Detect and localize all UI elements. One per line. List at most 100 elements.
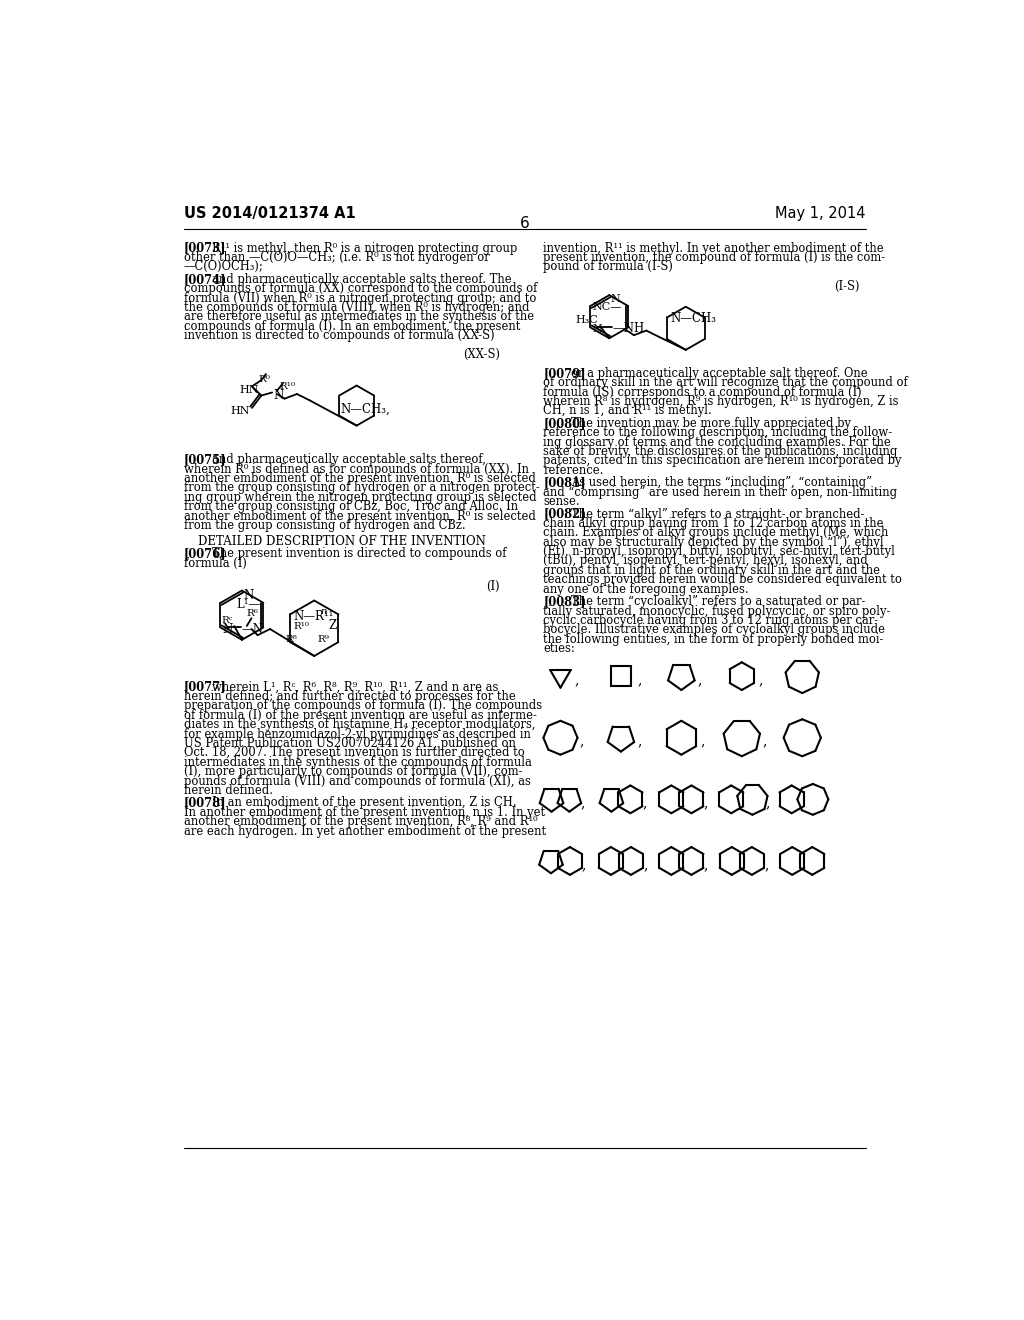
Text: wherein L¹, Rᶜ, R⁶, R⁸, R⁹, R¹⁰, R¹¹, Z and n are as: wherein L¹, Rᶜ, R⁶, R⁸, R⁹, R¹⁰, R¹¹, Z … <box>212 681 498 693</box>
Text: ,: , <box>574 673 579 686</box>
Text: [0078]: [0078] <box>183 796 226 809</box>
Text: (I): (I) <box>486 579 500 593</box>
Text: [0083]: [0083] <box>544 595 586 609</box>
Text: HN: HN <box>240 385 259 395</box>
Text: ,: , <box>763 735 767 748</box>
Text: Z: Z <box>329 619 337 632</box>
Text: ,: , <box>637 673 642 686</box>
Text: reference to the following description, including the follow-: reference to the following description, … <box>544 426 893 440</box>
Text: NC—: NC— <box>593 302 622 312</box>
Text: reference.: reference. <box>544 463 604 477</box>
Text: ,: , <box>697 673 702 686</box>
Text: sake of brevity, the disclosures of the publications, including: sake of brevity, the disclosures of the … <box>544 445 898 458</box>
Text: pound of formula (I-S): pound of formula (I-S) <box>544 260 673 273</box>
Text: of formula (I) of the present invention are useful as interme-: of formula (I) of the present invention … <box>183 709 537 722</box>
Text: formula (IS) corresponds to a compound of formula (I): formula (IS) corresponds to a compound o… <box>544 385 862 399</box>
Text: (Et), n-propyl, isopropyl, butyl, isobutyl, sec-butyl, tert-butyl: (Et), n-propyl, isopropyl, butyl, isobut… <box>544 545 895 558</box>
Text: In another embodiment of the present invention, n is 1. In yet: In another embodiment of the present inv… <box>183 805 545 818</box>
Text: and “comprising” are used herein in their open, non-limiting: and “comprising” are used herein in thei… <box>544 486 897 499</box>
Text: L¹—: L¹— <box>237 598 260 611</box>
Text: US Patent Publication US20070244126 A1, published on: US Patent Publication US20070244126 A1, … <box>183 737 516 750</box>
Text: intermediates in the synthesis of the compounds of formula: intermediates in the synthesis of the co… <box>183 756 531 768</box>
Text: another embodiment of the present invention, R⁰ is selected: another embodiment of the present invent… <box>183 510 536 523</box>
Text: from the group consisting of hydrogen or a nitrogen protect-: from the group consisting of hydrogen or… <box>183 482 540 495</box>
Text: chain. Examples of alkyl groups include methyl (Me, which: chain. Examples of alkyl groups include … <box>544 527 889 540</box>
Text: are therefore useful as intermediates in the synthesis of the: are therefore useful as intermediates in… <box>183 310 534 323</box>
Text: [0082]: [0082] <box>544 507 586 520</box>
Text: ,: , <box>766 796 770 810</box>
Text: present invention, the compound of formula (I) is the com-: present invention, the compound of formu… <box>544 251 886 264</box>
Text: —C(O)OCH₃);: —C(O)OCH₃); <box>183 260 263 273</box>
Text: compounds of formula (I). In an embodiment, the present: compounds of formula (I). In an embodime… <box>183 319 520 333</box>
Text: R¹¹ is methyl, then R⁰ is a nitrogen protecting group: R¹¹ is methyl, then R⁰ is a nitrogen pro… <box>212 242 517 255</box>
Text: (I-S): (I-S) <box>835 280 859 293</box>
Text: for example benzoimidazol-2-yl pyrimidines as described in: for example benzoimidazol-2-yl pyrimidin… <box>183 727 530 741</box>
Text: bocycle. Illustrative examples of cycloalkyl groups include: bocycle. Illustrative examples of cycloa… <box>544 623 886 636</box>
Text: ,: , <box>703 858 708 871</box>
Text: ,: , <box>582 858 586 871</box>
Text: any one of the foregoing examples.: any one of the foregoing examples. <box>544 582 749 595</box>
Text: and pharmaceutically acceptable salts thereof. The: and pharmaceutically acceptable salts th… <box>212 273 511 286</box>
Text: H₃C: H₃C <box>575 315 598 325</box>
Text: Rᶜ: Rᶜ <box>221 616 232 626</box>
Text: n: n <box>321 607 327 615</box>
Text: teachings provided herein would be considered equivalent to: teachings provided herein would be consi… <box>544 573 902 586</box>
Text: preparation of the compounds of formula (I). The compounds: preparation of the compounds of formula … <box>183 700 542 713</box>
Text: N: N <box>592 323 602 334</box>
Text: (tBu), pentyl, isopentyl, tert-pentyl, hexyl, isohexyl, and: (tBu), pentyl, isopentyl, tert-pentyl, h… <box>544 554 868 568</box>
Text: R⁰: R⁰ <box>258 375 270 384</box>
Text: N: N <box>273 388 284 401</box>
Text: ,: , <box>581 796 585 810</box>
Text: from the group consisting of hydrogen and CBz.: from the group consisting of hydrogen an… <box>183 519 466 532</box>
Text: another embodiment of the present invention, R⁸, R⁹ and R¹⁰: another embodiment of the present invent… <box>183 816 538 828</box>
Text: chain alkyl group having from 1 to 12 carbon atoms in the: chain alkyl group having from 1 to 12 ca… <box>544 517 884 529</box>
Text: invention, R¹¹ is methyl. In yet another embodiment of the: invention, R¹¹ is methyl. In yet another… <box>544 242 884 255</box>
Text: R¹⁰: R¹⁰ <box>293 622 309 631</box>
Text: The invention may be more fully appreciated by: The invention may be more fully apprecia… <box>571 417 851 430</box>
Text: ing glossary of terms and the concluding examples. For the: ing glossary of terms and the concluding… <box>544 436 891 449</box>
Text: compounds of formula (XX) correspond to the compounds of: compounds of formula (XX) correspond to … <box>183 282 538 296</box>
Text: N—CH₃,: N—CH₃, <box>341 403 390 416</box>
Text: As used herein, the terms “including”, “containing”: As used herein, the terms “including”, “… <box>571 477 872 490</box>
Text: In an embodiment of the present invention, Z is CH.: In an embodiment of the present inventio… <box>212 796 516 809</box>
Text: N—R¹¹,: N—R¹¹, <box>293 610 337 623</box>
Text: CH, n is 1, and R¹¹ is methyl.: CH, n is 1, and R¹¹ is methyl. <box>544 404 712 417</box>
Text: [0075]: [0075] <box>183 453 226 466</box>
Text: R⁸: R⁸ <box>286 635 297 644</box>
Text: (I), more particularly to compounds of formula (VII), com-: (I), more particularly to compounds of f… <box>183 766 522 779</box>
Text: herein defined.: herein defined. <box>183 784 272 797</box>
Text: ,: , <box>580 735 585 748</box>
Text: eties:: eties: <box>544 642 575 655</box>
Text: [0080]: [0080] <box>544 417 586 430</box>
Text: [0079]: [0079] <box>544 367 586 380</box>
Text: wherein R⁸ is hydrogen, R⁹ is hydrogen, R¹⁰ is hydrogen, Z is: wherein R⁸ is hydrogen, R⁹ is hydrogen, … <box>544 395 899 408</box>
Text: May 1, 2014: May 1, 2014 <box>775 206 866 222</box>
Text: ,: , <box>764 858 768 871</box>
Text: also may be structurally depicted by the symbol “l”), ethyl: also may be structurally depicted by the… <box>544 536 884 549</box>
Text: the compounds of formula (VIII), when R⁰ is hydrogen; and: the compounds of formula (VIII), when R⁰… <box>183 301 529 314</box>
Text: [0081]: [0081] <box>544 477 586 490</box>
Text: groups that in light of the ordinary skill in the art and the: groups that in light of the ordinary ski… <box>544 564 881 577</box>
Text: invention is directed to compounds of formula (XX-S): invention is directed to compounds of fo… <box>183 329 495 342</box>
Text: 6: 6 <box>520 216 529 231</box>
Text: herein defined; and further directed to processes for the: herein defined; and further directed to … <box>183 690 515 704</box>
Text: pounds of formula (VIII) and compounds of formula (XI), as: pounds of formula (VIII) and compounds o… <box>183 775 530 788</box>
Text: ,: , <box>703 796 708 810</box>
Text: of ordinary skill in the art will recognize that the compound of: of ordinary skill in the art will recogn… <box>544 376 908 389</box>
Text: —N: —N <box>242 623 263 635</box>
Text: R⁹: R⁹ <box>317 635 329 644</box>
Text: (XX-S): (XX-S) <box>463 348 500 360</box>
Text: formula (I): formula (I) <box>183 557 247 569</box>
Text: patents, cited in this specification are herein incorporated by: patents, cited in this specification are… <box>544 454 902 467</box>
Text: diates in the synthesis of histamine H₄ receptor modulators,: diates in the synthesis of histamine H₄ … <box>183 718 536 731</box>
Text: N: N <box>244 589 254 602</box>
Text: tially saturated, monocyclic, fused polycyclic, or spiro poly-: tially saturated, monocyclic, fused poly… <box>544 605 891 618</box>
Text: ing group wherein the nitrogen protecting group is selected: ing group wherein the nitrogen protectin… <box>183 491 537 504</box>
Text: The present invention is directed to compounds of: The present invention is directed to com… <box>212 546 506 560</box>
Text: HN: HN <box>230 405 250 416</box>
Text: DETAILED DESCRIPTION OF THE INVENTION: DETAILED DESCRIPTION OF THE INVENTION <box>198 535 485 548</box>
Text: ,: , <box>758 673 763 686</box>
Text: the following entities, in the form of properly bonded moi-: the following entities, in the form of p… <box>544 632 884 645</box>
Text: The term “alkyl” refers to a straight- or branched-: The term “alkyl” refers to a straight- o… <box>571 507 865 520</box>
Text: [0077]: [0077] <box>183 681 226 693</box>
